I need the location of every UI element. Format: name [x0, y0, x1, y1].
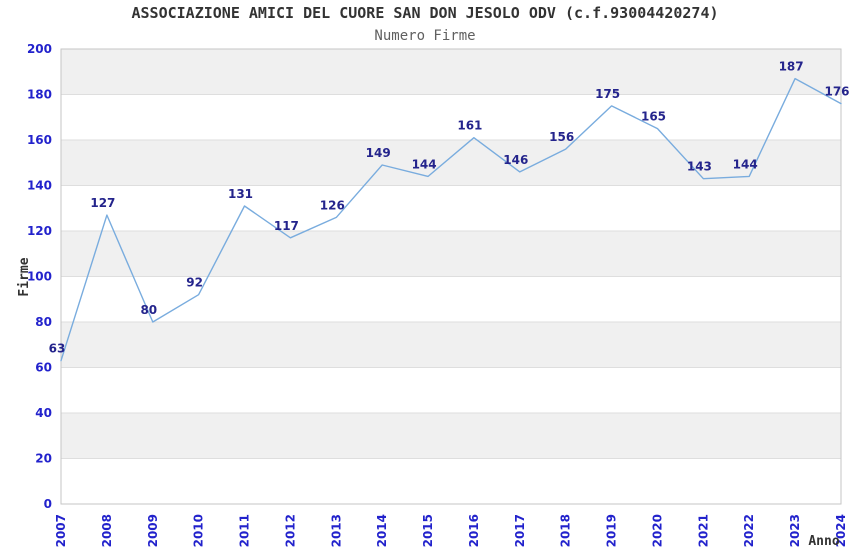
x-tick-label: 2014 [375, 514, 389, 547]
x-tick-label: 2008 [100, 514, 114, 547]
plot-band [61, 140, 841, 186]
data-label: 175 [595, 87, 620, 101]
x-axis-title: Anno [808, 534, 839, 549]
x-axis-tick-labels: 2007 2008 2009 2010 2011 2012 2013 2014 2015 2016… [54, 514, 848, 547]
data-label: 144 [412, 157, 437, 171]
data-label: 126 [320, 198, 345, 212]
plot-band [61, 49, 841, 95]
y-tick-label: 20 [35, 452, 52, 466]
y-tick-label: 200 [27, 42, 52, 56]
data-label: 146 [503, 153, 528, 167]
plot-band [61, 322, 841, 368]
data-label: 127 [90, 196, 115, 210]
data-label: 187 [779, 60, 804, 74]
y-tick-label: 120 [27, 224, 52, 238]
data-labels: 63 127 80 92 131 117 126 149 144 161 146 156 175 165 1… [49, 60, 850, 356]
data-label: 80 [140, 303, 157, 317]
x-tick-label: 2012 [283, 514, 297, 547]
data-label: 131 [228, 187, 253, 201]
y-tick-label: 0 [44, 497, 52, 511]
x-tick-label: 2015 [421, 514, 435, 547]
plot-band [61, 231, 841, 277]
plot-band [61, 185, 841, 231]
data-label: 63 [49, 342, 66, 356]
data-label: 92 [186, 276, 203, 290]
x-tick-label: 2007 [54, 514, 68, 547]
x-tick-label: 2010 [192, 514, 206, 547]
x-tick-label: 2013 [329, 514, 343, 547]
y-tick-label: 160 [27, 133, 52, 147]
x-tick-label: 2020 [651, 514, 665, 547]
data-label: 165 [641, 110, 666, 124]
data-label: 117 [274, 219, 299, 233]
x-tick-label: 2024 [834, 514, 848, 547]
y-tick-label: 180 [27, 88, 52, 102]
y-tick-label: 80 [35, 315, 52, 329]
data-label: 176 [824, 85, 849, 99]
plot-band [61, 94, 841, 140]
x-tick-label: 2009 [146, 514, 160, 547]
y-axis-title: Firme [17, 257, 32, 296]
plot-band [61, 413, 841, 459]
data-label: 156 [549, 130, 574, 144]
data-label: 149 [366, 146, 391, 160]
data-label: 144 [733, 157, 758, 171]
plot-band [61, 458, 841, 504]
y-tick-label: 140 [27, 179, 52, 193]
x-tick-label: 2021 [696, 514, 710, 547]
y-axis-tick-labels: 0 20 40 60 80 100 120 140 160 180 200 [27, 42, 52, 511]
y-tick-label: 100 [27, 270, 52, 284]
y-tick-label: 60 [35, 361, 52, 375]
data-label: 161 [457, 119, 482, 133]
x-tick-label: 2011 [238, 514, 252, 547]
data-label: 143 [687, 160, 712, 174]
x-tick-label: 2019 [605, 514, 619, 547]
x-tick-label: 2018 [559, 514, 573, 547]
x-tick-label: 2023 [788, 514, 802, 547]
x-tick-label: 2016 [467, 514, 481, 547]
x-tick-label: 2022 [742, 514, 756, 547]
x-tick-label: 2017 [513, 514, 527, 547]
plot-border [60, 48, 842, 505]
series-line [60, 77, 842, 362]
plot-band [61, 367, 841, 413]
y-tick-label: 40 [35, 406, 52, 420]
series-polyline [60, 77, 842, 362]
plot-band [61, 276, 841, 322]
chart-title: ASSOCIAZIONE AMICI DEL CUORE SAN DON JES… [132, 4, 719, 22]
chart-subtitle: Numero Firme [374, 28, 475, 44]
